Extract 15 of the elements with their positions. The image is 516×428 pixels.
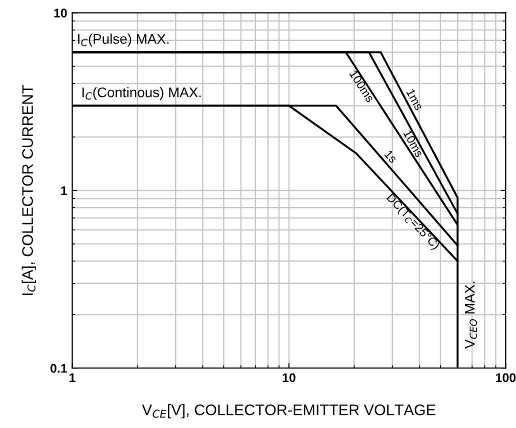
annotation: I$_{C}$(Pulse) MAX.: [78, 34, 169, 47]
y-tick-label: 0.1: [50, 364, 68, 373]
x-tick-label: 10: [282, 373, 296, 382]
x-tick-label: 100: [496, 373, 516, 382]
x-axis-title: V$_{CE}$[V], COLLECTOR-EMITTER VOLTAGE: [142, 404, 436, 418]
y-tick-label: 1: [61, 186, 68, 195]
y-axis-title: I$_{C}$[A], COLLECTOR CURRENT: [22, 85, 36, 295]
x-tick-label: 1: [70, 373, 76, 382]
annotation: I$_{C}$(Continous) MAX.: [82, 87, 201, 100]
text: 10ms: [403, 130, 424, 158]
text: 1s: [384, 150, 398, 164]
y-tick-label: 10: [54, 8, 67, 18]
text: DC(T$_{C}$=25°C): [384, 192, 441, 252]
annotation: V$_{CEO}$ MAX.: [465, 282, 477, 349]
text: 1ms: [406, 88, 424, 111]
